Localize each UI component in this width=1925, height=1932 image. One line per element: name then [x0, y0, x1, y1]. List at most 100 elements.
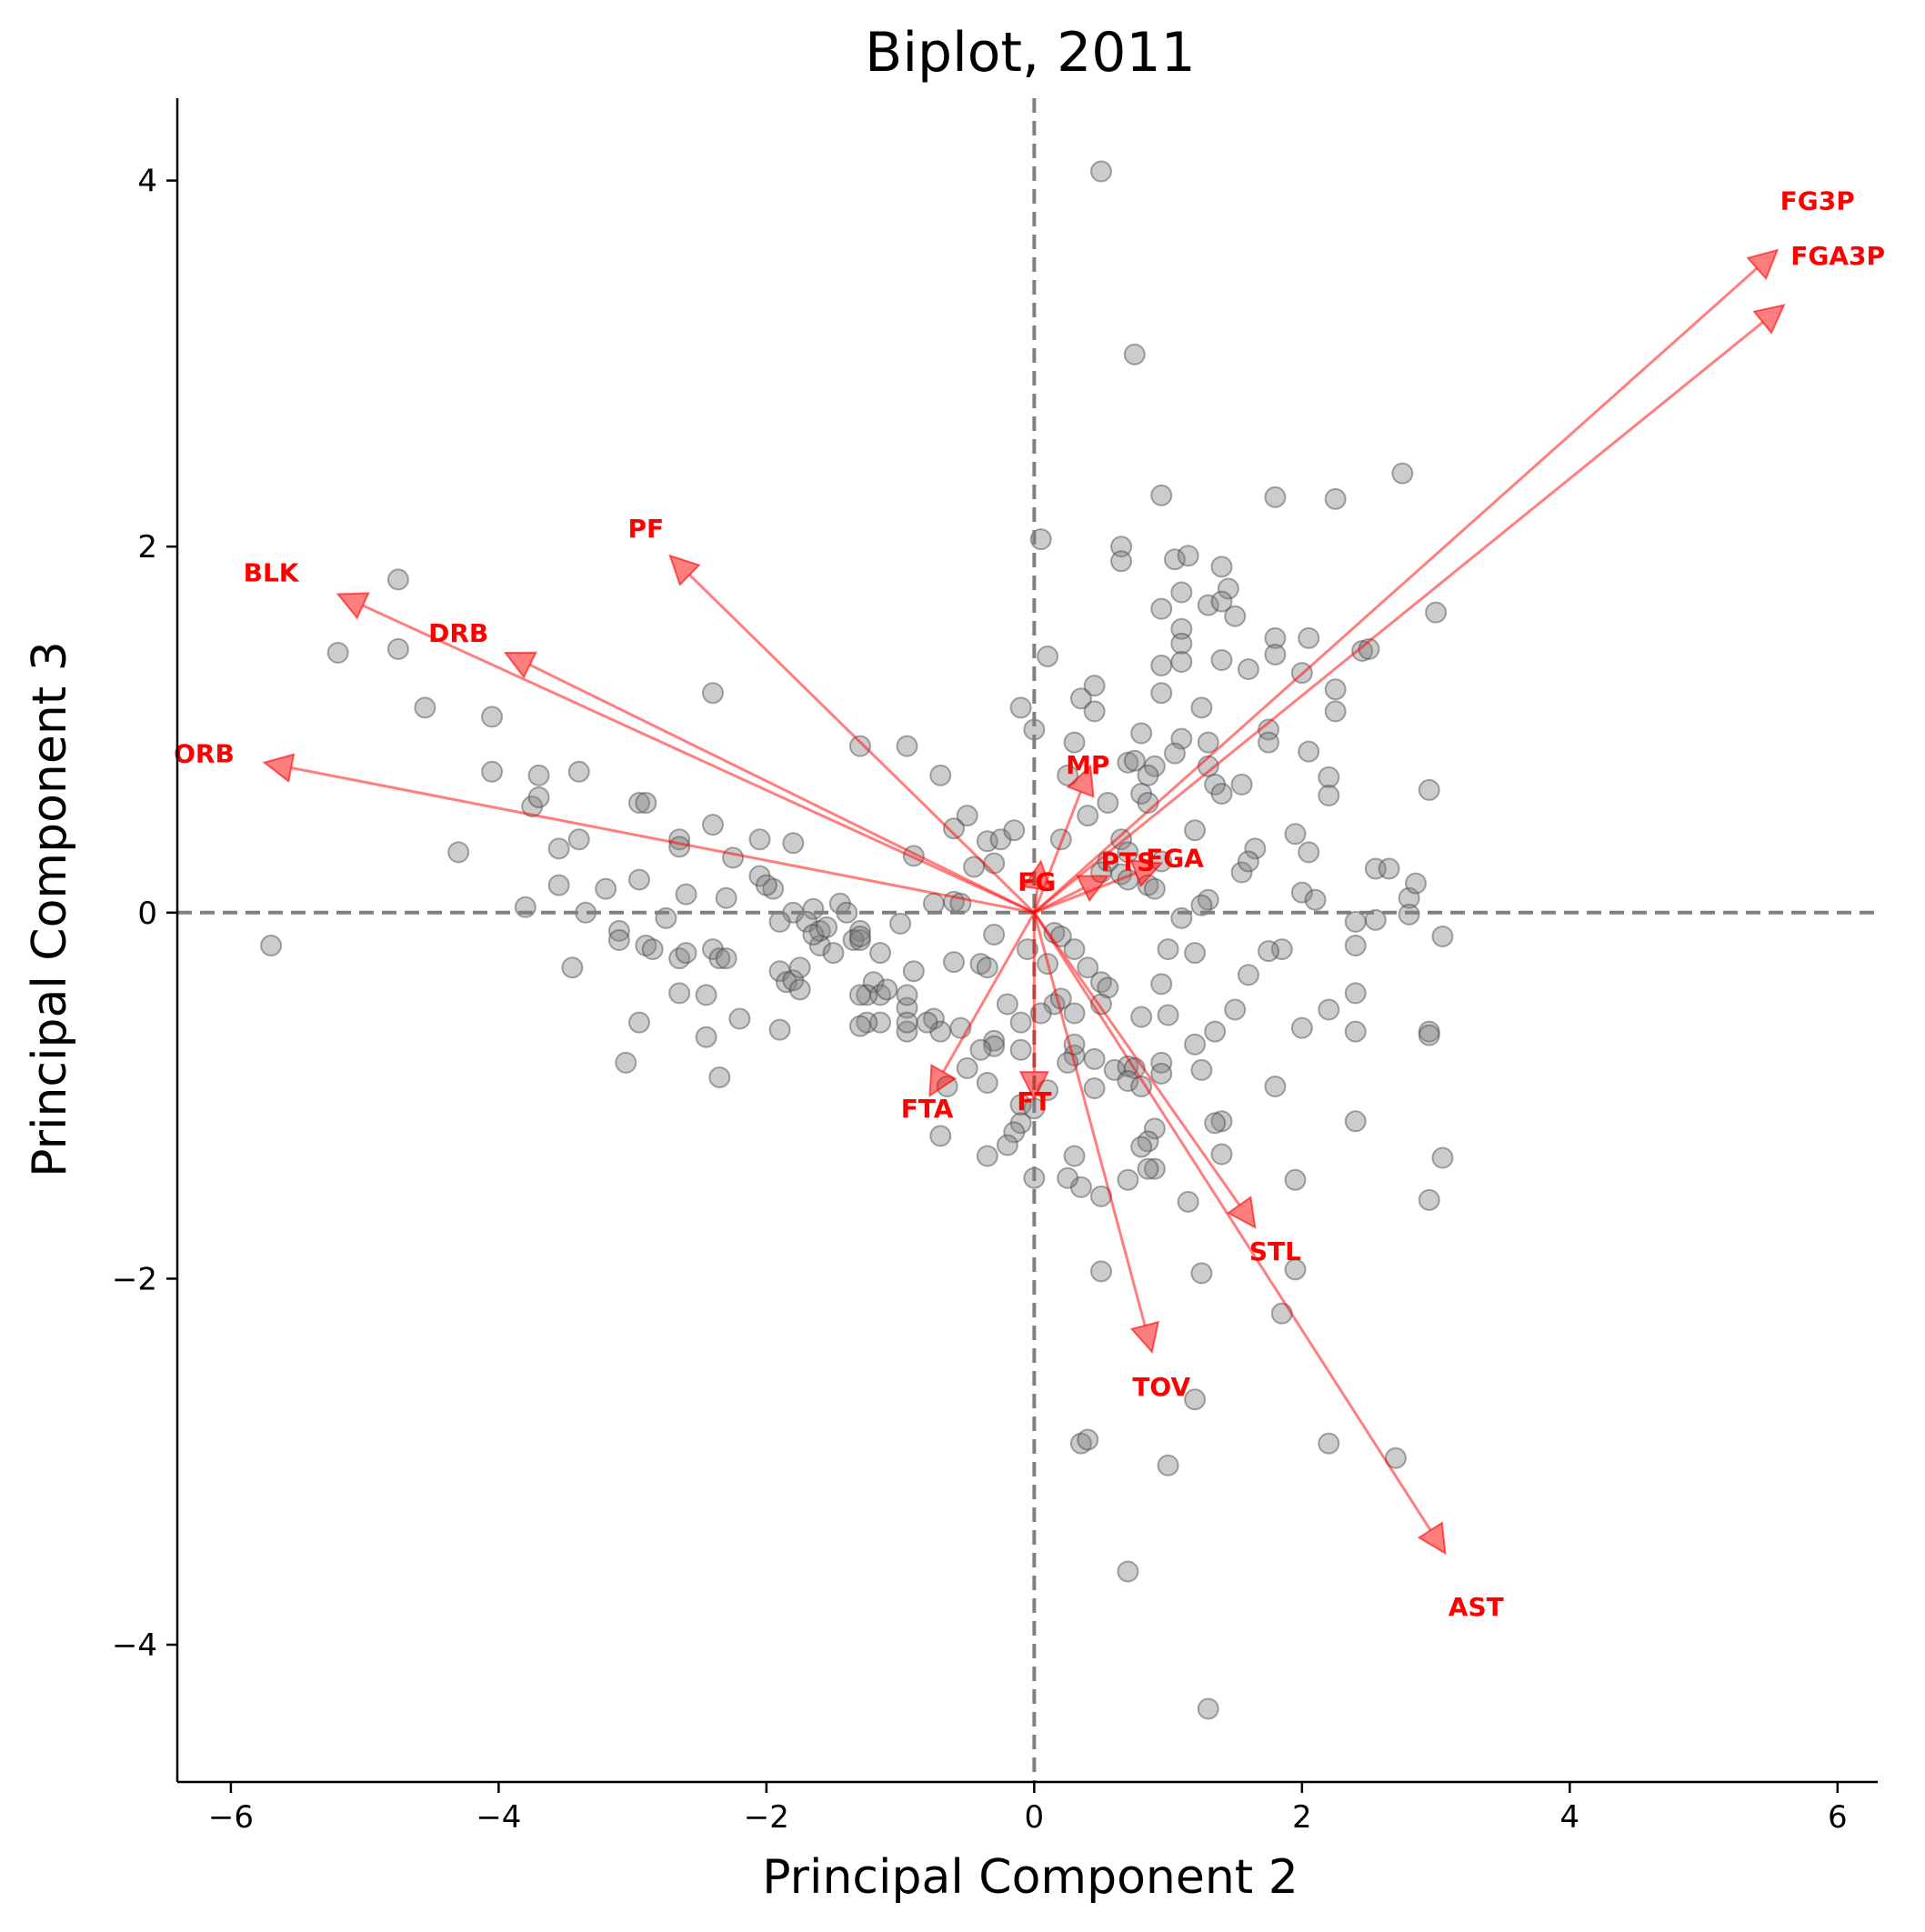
scatter-point: [521, 796, 544, 818]
scatter-point: [695, 984, 717, 1006]
scatter-point: [755, 874, 777, 896]
scatter-point: [788, 978, 811, 1001]
scatter-point: [929, 1020, 952, 1043]
scatter-point: [1284, 1258, 1307, 1281]
scatter-point: [1083, 1047, 1106, 1070]
scatter-point: [1150, 1062, 1173, 1085]
scatter-point: [822, 942, 845, 965]
scatter-point: [1130, 1076, 1153, 1098]
scatter-point: [1298, 626, 1320, 649]
vector-shaft: [1032, 887, 1039, 913]
scatter-point: [1089, 1260, 1112, 1283]
scatter-point: [1157, 1004, 1179, 1026]
scatter-point: [1204, 773, 1227, 796]
scatter-point: [1049, 987, 1072, 1010]
vector-label: FTA: [901, 1094, 954, 1124]
scatter-point: [1344, 935, 1367, 957]
scatter-point: [808, 935, 831, 957]
scatter-point: [922, 1007, 945, 1030]
scatter-point: [1110, 536, 1133, 558]
scatter-point: [1318, 766, 1340, 788]
vector-arrowhead: [1226, 1196, 1257, 1229]
scatter-point: [1264, 626, 1287, 649]
scatter-point: [1217, 577, 1239, 600]
vector-arrowhead: [1129, 859, 1164, 888]
scatter-point: [1097, 976, 1119, 999]
vector-blk: BLK: [244, 557, 1035, 915]
scatter-point: [1364, 908, 1387, 931]
scatter-point: [848, 929, 871, 951]
vector-arrowhead: [1018, 1071, 1049, 1102]
scatter-point: [976, 1072, 998, 1095]
vector-label: DRB: [428, 618, 488, 648]
vector-shaft: [1032, 791, 1082, 914]
scatter-point: [1324, 678, 1347, 701]
scatter-point: [1003, 1121, 1026, 1144]
scatter-point: [1318, 998, 1340, 1021]
vector-mp: MP: [1032, 750, 1109, 914]
scatter-point: [708, 947, 731, 970]
x-tick-label: 0: [1025, 1799, 1045, 1836]
scatter-point: [1063, 938, 1086, 961]
scatter-point: [808, 919, 831, 942]
vector-shaft: [1033, 911, 1241, 1206]
scatter-point: [1264, 486, 1287, 508]
scatter-point: [848, 984, 871, 1006]
scatter-point: [1063, 1145, 1086, 1167]
vector-arrowhead: [262, 753, 296, 783]
scatter-point: [896, 735, 918, 757]
scatter-point: [1258, 940, 1280, 963]
scatter-point: [1210, 1110, 1233, 1133]
scatter-point: [1103, 1058, 1126, 1081]
vector-label: AST: [1449, 1592, 1504, 1622]
scatter-point: [1431, 925, 1454, 947]
scatter-point: [1003, 819, 1026, 842]
scatter-point: [1150, 484, 1173, 506]
scatter-point: [1224, 998, 1247, 1021]
scatter-point: [1117, 1168, 1139, 1191]
scatter-point: [1009, 1112, 1032, 1135]
scatter-point: [1163, 742, 1186, 765]
x-axis-label: Principal Component 2: [762, 1850, 1298, 1905]
scatter-point: [768, 1018, 791, 1041]
x-tick-label: −2: [744, 1799, 789, 1836]
scatter-point: [1077, 1428, 1099, 1451]
scatter-point: [481, 706, 504, 728]
scatter-point: [1163, 548, 1186, 571]
scatter-point: [1270, 1302, 1293, 1325]
scatter-point: [1398, 886, 1420, 909]
vector-shaft: [1033, 321, 1764, 914]
scatter-point: [615, 1051, 637, 1074]
scatter-point: [1077, 805, 1099, 827]
scatter-point: [1284, 823, 1307, 846]
scatter-point: [386, 568, 409, 591]
x-tick-label: −4: [476, 1799, 521, 1836]
scatter-point: [748, 828, 771, 851]
scatter-point: [1418, 1020, 1440, 1043]
scatter-point: [1117, 1560, 1139, 1583]
scatter-point: [1290, 881, 1313, 904]
scatter-point: [1077, 956, 1099, 979]
scatter-point: [675, 883, 697, 906]
vector-label: FG: [1018, 867, 1056, 897]
scatter-point: [1324, 700, 1347, 723]
scatter-point: [1318, 784, 1340, 806]
scatter-point: [943, 817, 966, 840]
scatter-point: [956, 1056, 978, 1079]
x-tick-label: 2: [1292, 1799, 1312, 1836]
vector-ft: FT: [1017, 912, 1051, 1116]
vector-fga3p: FGA3P: [1033, 241, 1885, 914]
chart-title: Biplot, 2011: [865, 21, 1196, 85]
scatter-point: [1170, 617, 1193, 640]
scatter-point: [414, 696, 436, 719]
scatter-point: [1431, 1146, 1454, 1169]
scatter-point: [1324, 487, 1347, 510]
vector-label: FGA3P: [1790, 241, 1885, 271]
vector-fg3p: FG3P: [1033, 186, 1855, 914]
scatter-point: [1284, 1168, 1307, 1191]
vector-arrowhead: [928, 1063, 957, 1098]
vector-fg: FG: [1018, 859, 1056, 913]
scatter-point: [722, 846, 745, 869]
